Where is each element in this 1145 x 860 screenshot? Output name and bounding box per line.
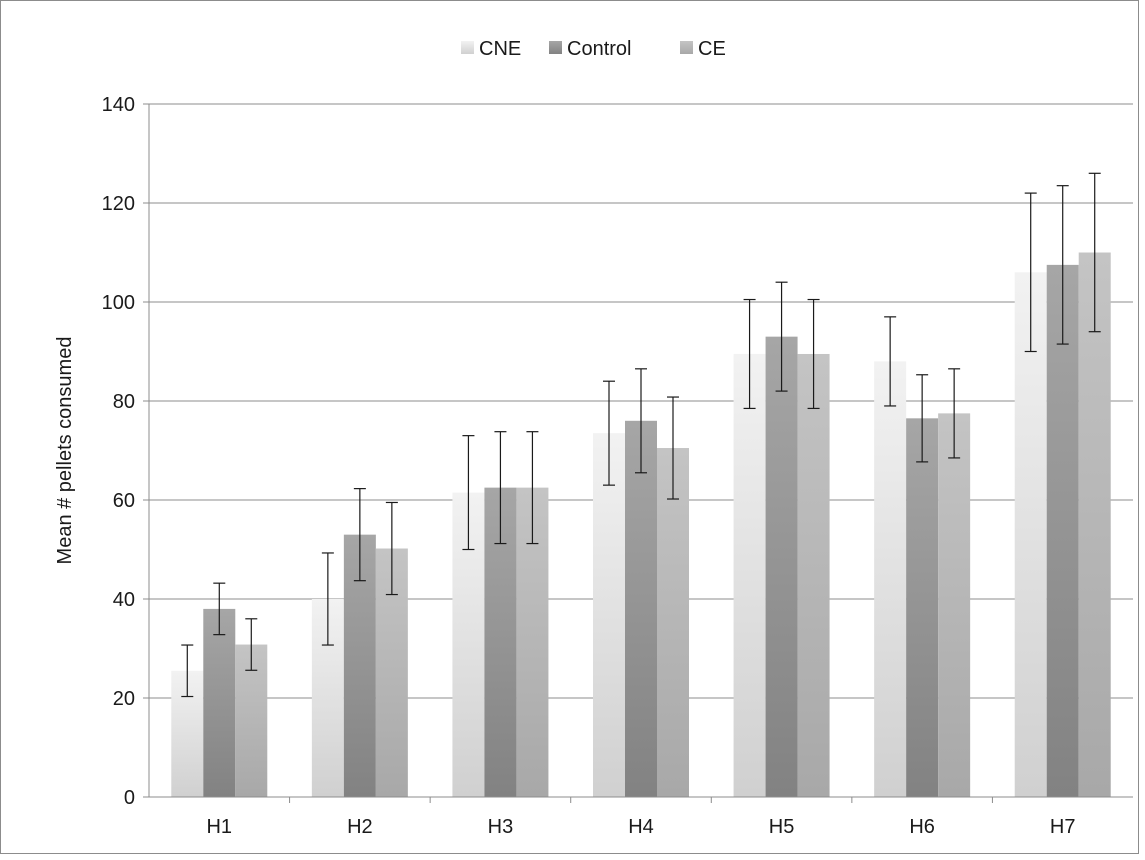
legend-label: CE (698, 38, 726, 60)
bar-control-h5 (765, 336, 798, 797)
error-bar (916, 374, 929, 463)
x-tick-label: H3 (488, 816, 514, 838)
legend-label: Control (567, 38, 631, 60)
y-tick-label: 140 (102, 94, 135, 116)
y-tick-label: 20 (113, 688, 135, 710)
error-bar (181, 644, 194, 698)
error-bar (321, 552, 334, 646)
y-tick-labels: 0 20 40 60 80 100 120 140 (102, 94, 135, 809)
error-bar (667, 396, 679, 500)
legend-item-control: Control (549, 38, 631, 60)
error-bar (775, 281, 788, 392)
y-tick-label: 60 (113, 490, 135, 512)
legend-swatch (680, 41, 693, 54)
error-bar (385, 501, 398, 596)
bar-ce-h5 (797, 353, 830, 797)
y-axis-title: Mean # pellets consumed (54, 337, 76, 565)
legend-swatch (461, 41, 474, 54)
error-bar (948, 368, 961, 459)
error-bar (635, 368, 647, 474)
legend-label: CNE (479, 38, 521, 60)
legend-swatch (549, 41, 562, 54)
bar-control-h7 (1046, 264, 1079, 797)
error-bar (603, 380, 615, 486)
x-tick-label: H2 (347, 816, 373, 838)
x-tick-label: H1 (206, 816, 232, 838)
bar-cne-h7 (1014, 272, 1047, 797)
error-bar (245, 618, 258, 671)
y-tick-label: 120 (102, 193, 135, 215)
bar-ce-h4 (657, 448, 689, 797)
y-tick-label: 80 (113, 391, 135, 413)
error-bar (494, 431, 507, 545)
x-tick-label: H7 (1050, 816, 1076, 838)
error-bar (353, 488, 366, 582)
bars (171, 252, 1111, 797)
legend-item-ce: CE (680, 38, 726, 60)
bar-ce-h7 (1078, 252, 1111, 797)
x-tick-label: H4 (628, 816, 654, 838)
error-bar (462, 435, 475, 551)
bar-control-h4 (625, 420, 657, 797)
x-tick-labels: H1 H2 H3 H4 H5 H6 H7 (206, 816, 1075, 838)
error-bar (1024, 192, 1037, 353)
x-tick-label: H5 (769, 816, 795, 838)
y-tick-label: 100 (102, 292, 135, 314)
legend: CNE Control CE (461, 38, 726, 60)
error-bars (181, 172, 1101, 698)
error-bar (743, 298, 756, 410)
bar-cne-h6 (874, 361, 907, 797)
axes (148, 104, 1133, 803)
error-bar (1088, 172, 1101, 333)
error-bar (1056, 185, 1069, 345)
legend-item-cne: CNE (461, 38, 521, 60)
error-bar (884, 316, 897, 407)
bar-ce-h6 (938, 413, 971, 797)
y-tick-label: 40 (113, 589, 135, 611)
y-tick-label: 0 (124, 787, 135, 809)
bar-cne-h4 (593, 433, 625, 797)
x-tick-label: H6 (909, 816, 935, 838)
bar-control-h1 (203, 608, 236, 797)
error-bar (213, 582, 226, 636)
error-bar (526, 431, 539, 545)
bar-cne-h5 (733, 353, 766, 797)
error-bar (807, 298, 820, 410)
bar-control-h6 (906, 418, 939, 797)
